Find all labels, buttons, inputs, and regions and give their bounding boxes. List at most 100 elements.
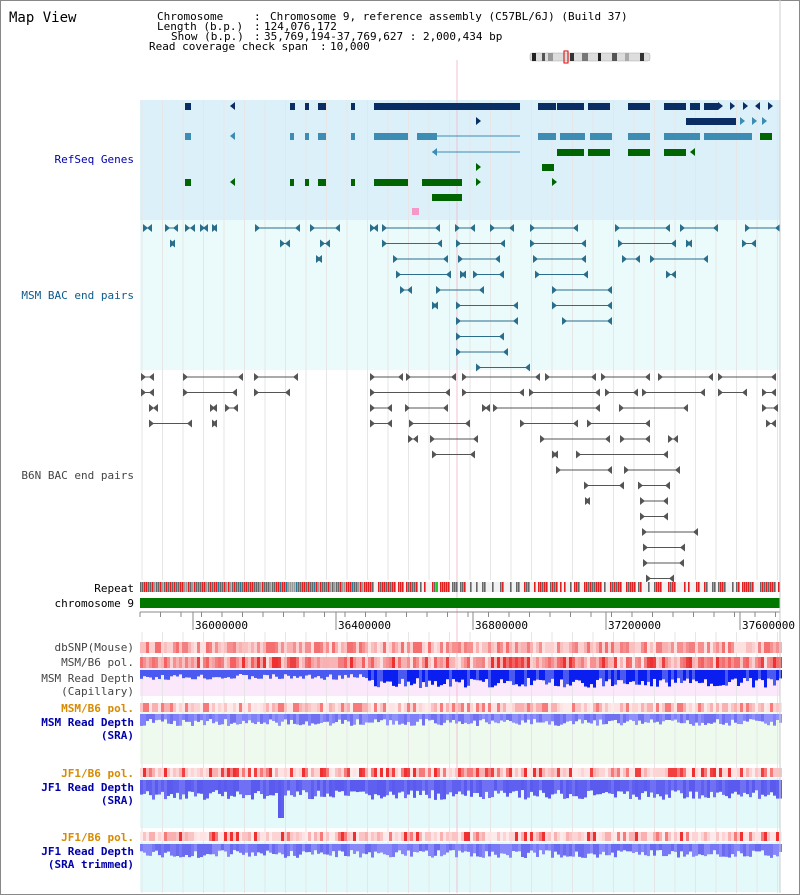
- gene-arrow: [766, 419, 771, 428]
- jf1-b6-pol-heat-cell: [464, 768, 467, 777]
- msm-b6-pol-sra-heat-cell: [611, 703, 614, 712]
- msm-b6-pol-heat-cell: [404, 657, 407, 668]
- dbsnp-heat-cell: [773, 642, 776, 653]
- jf1-depth-sra-bar: [182, 780, 185, 795]
- msm-depth-capillary-bar: [557, 670, 560, 687]
- msm-depth-sra-bar: [284, 714, 287, 720]
- gene-arrow: [173, 224, 178, 232]
- repeat-mark: [378, 582, 380, 592]
- gene-block: [538, 133, 556, 140]
- repeat-mark: [688, 582, 690, 592]
- msm-b6-pol-heat-cell: [527, 657, 530, 668]
- msm-depth-sra-bar: [617, 714, 620, 724]
- jf1-b6-pol-heat-cell: [680, 768, 683, 777]
- dbsnp-heat-cell: [581, 642, 584, 653]
- gene-block: [351, 179, 355, 186]
- gene-arrow: [230, 102, 235, 110]
- jf1-b6-pol-2-heat-cell: [608, 832, 611, 841]
- jf1-b6-pol-2-heat-cell: [575, 832, 578, 841]
- jf1-b6-pol-heat-cell: [608, 768, 611, 777]
- msm-b6-pol-heat-cell: [458, 657, 461, 668]
- dbsnp-heat-cell: [323, 642, 326, 653]
- msm-b6-pol-sra-heat-cell: [353, 703, 356, 712]
- jf1-depth-sra-bar: [488, 780, 491, 799]
- jf1-depth-trim-bar: [200, 844, 203, 858]
- dbsnp-heat-cell: [188, 642, 191, 653]
- jf1-depth-sra-bar: [188, 780, 191, 792]
- repeat-mark: [384, 582, 386, 592]
- msm-b6-pol-heat-cell: [563, 657, 566, 668]
- msm-b6-pol-heat-cell: [482, 657, 485, 668]
- jf1-b6-pol-heat-cell: [188, 768, 191, 777]
- msm-b6-pol-heat-cell: [338, 657, 341, 668]
- msm-b6-pol-heat-cell: [620, 657, 623, 668]
- repeat-mark: [240, 582, 242, 592]
- msm-depth-capillary-bar: [194, 670, 197, 680]
- dbsnp-heat-cell: [449, 642, 452, 653]
- gene-arrow: [408, 435, 413, 443]
- msm-b6-pol-sra-heat-cell: [203, 703, 206, 712]
- msm-b6-pol-sra-heat-cell: [635, 703, 638, 712]
- jf1-depth-trim-bar: [359, 844, 362, 858]
- track-label-refseq[interactable]: RefSeq Genes: [54, 153, 134, 166]
- dbsnp-heat-cell: [260, 642, 263, 653]
- track-label-b6n-bac[interactable]: B6N BAC end pairs: [21, 469, 134, 482]
- dbsnp-heat-cell: [302, 642, 305, 653]
- msm-b6-pol-heat-cell: [749, 657, 752, 668]
- msm-depth-capillary-bar: [485, 670, 488, 680]
- jf1-depth-sra-bar: [452, 780, 455, 797]
- msm-b6-pol-sra-heat-cell: [680, 703, 683, 712]
- gene-arrow: [473, 270, 478, 279]
- msm-b6-pol-sra-heat-cell: [296, 703, 299, 712]
- msm-b6-pol-sra-heat-cell: [413, 703, 416, 712]
- jf1-b6-pol-2-heat-cell: [143, 832, 146, 841]
- jf1-depth-trim-bar: [329, 844, 332, 856]
- jf1-b6-pol-2-heat-cell: [377, 832, 380, 841]
- msm-depth-sra-bar: [293, 714, 296, 724]
- msm-depth-capillary-bar: [587, 670, 590, 688]
- gene-arrow: [665, 481, 670, 490]
- jf1-depth-trim-bar: [230, 844, 233, 855]
- gene-arrow: [479, 286, 484, 294]
- jf1-depth-sra-bar: [269, 780, 272, 796]
- track-label-msm-bac[interactable]: MSM BAC end pairs: [21, 289, 134, 302]
- msm-b6-pol-heat-cell: [473, 657, 476, 668]
- jf1-depth-trim-bar: [176, 844, 179, 856]
- msm-b6-pol-heat-cell: [467, 657, 470, 668]
- jf1-b6-pol-heat-cell: [239, 768, 242, 777]
- repeat-mark: [604, 582, 606, 592]
- jf1-b6-pol-heat-cell: [296, 768, 299, 777]
- msm-depth-sra-bar: [227, 714, 230, 726]
- repeat-mark: [412, 582, 414, 592]
- jf1-b6-pol-2-heat-cell: [419, 832, 422, 841]
- jf1-depth-sra-bar: [407, 780, 410, 795]
- msm-depth-capillary-bar: [281, 670, 284, 679]
- gene-arrow: [742, 388, 747, 397]
- jf1-b6-pol-2-heat-cell: [239, 832, 242, 841]
- dbsnp-heat-cell: [245, 642, 248, 653]
- ideogram-band: [548, 53, 553, 61]
- jf1-b6-pol-2-heat-cell: [236, 832, 239, 841]
- jf1-b6-pol-2-heat-cell: [389, 832, 392, 841]
- jf1-depth-trim-bar: [473, 844, 476, 854]
- msm-depth-capillary-bar: [767, 670, 770, 679]
- dbsnp-heat-cell: [350, 642, 353, 653]
- jf1-b6-pol-heat-cell: [269, 768, 272, 777]
- repeat-mark: [196, 582, 198, 592]
- jf1-b6-pol-2-heat-cell: [182, 832, 185, 841]
- msm-b6-pol-heat-cell: [593, 657, 596, 668]
- msm-depth-capillary-bar: [464, 670, 467, 688]
- jf1-b6-pol-heat-cell: [533, 768, 536, 777]
- dbsnp-heat-cell: [614, 642, 617, 653]
- gene-arrow: [509, 224, 514, 232]
- msm-depth-capillary-bar: [728, 670, 731, 683]
- jf1-depth-trim-bar: [266, 844, 269, 851]
- msm-b6-pol-sra-heat-cell: [182, 703, 185, 712]
- repeat-mark: [300, 582, 302, 592]
- jf1-depth-trim-bar: [224, 844, 227, 852]
- msm-depth-sra-bar: [251, 714, 254, 723]
- jf1-depth-trim-bar: [617, 844, 620, 851]
- msm-depth-capillary-bar: [332, 670, 335, 680]
- msm-b6-pol-sra-heat-cell: [566, 703, 569, 712]
